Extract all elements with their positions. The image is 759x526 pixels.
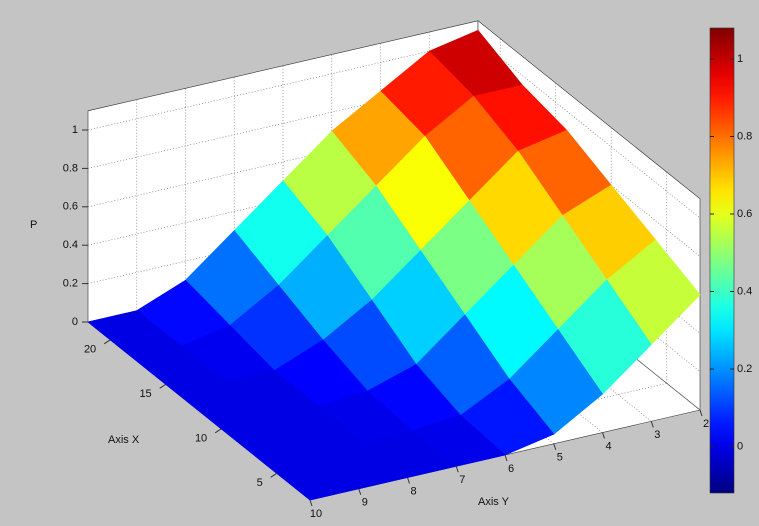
x-tick-label: 10 <box>195 433 207 445</box>
grid-line <box>477 231 701 411</box>
x-axis-label: Axis X <box>108 434 140 446</box>
y-tick <box>602 432 605 439</box>
grid-line <box>87 39 479 131</box>
z-axis-label: P <box>30 219 37 231</box>
x-tick <box>159 383 166 389</box>
y-tick <box>358 488 362 495</box>
z-tick-label: 0.6 <box>63 201 78 213</box>
x-tick-label: 5 <box>257 477 263 489</box>
z-tick-label: 0.8 <box>63 162 78 174</box>
y-tick <box>553 443 557 450</box>
x-tick-label: 20 <box>84 344 96 356</box>
y-tick-label: 9 <box>362 497 368 509</box>
colorbar-tick-label: 0.4 <box>737 285 752 297</box>
y-tick-label: 3 <box>654 429 660 441</box>
z-tick-label: 0 <box>72 316 78 328</box>
x-tick <box>214 428 222 434</box>
y-tick-label: 5 <box>557 452 563 464</box>
y-tick <box>699 409 703 417</box>
y-tick-label: 4 <box>605 440 611 452</box>
z-tick-label: 0.4 <box>63 239 78 251</box>
y-tick <box>309 499 313 507</box>
y-axis-label: Axis Y <box>478 496 510 508</box>
x-tick-label: 15 <box>139 388 151 400</box>
colorbar-tick-label: 0.6 <box>737 208 752 220</box>
y-tick-label: 7 <box>459 474 465 486</box>
colorbar-tick-label: 0.2 <box>737 363 752 375</box>
colorbar-tick-label: 0 <box>737 440 743 452</box>
y-tick <box>407 477 410 484</box>
x-tick <box>103 339 111 345</box>
y-tick <box>504 454 508 462</box>
grid-line <box>477 39 701 219</box>
y-tick-label: 6 <box>508 463 514 475</box>
y-tick <box>455 466 459 473</box>
grid-line <box>477 78 701 257</box>
z-tick-label: 1 <box>72 124 78 136</box>
colorbar-tick-label: 1 <box>737 53 743 65</box>
y-tick-label: 2 <box>703 418 709 430</box>
colorbar-tick-label: 0.8 <box>737 130 752 142</box>
y-tick-label: 8 <box>410 485 416 497</box>
x-tick <box>270 472 277 478</box>
y-tick-label: 10 <box>310 508 322 520</box>
surface-patch <box>265 452 360 501</box>
y-tick <box>650 421 654 428</box>
grid-line <box>477 193 701 372</box>
z-tick-label: 0.2 <box>63 278 78 290</box>
colorbar <box>709 27 735 494</box>
